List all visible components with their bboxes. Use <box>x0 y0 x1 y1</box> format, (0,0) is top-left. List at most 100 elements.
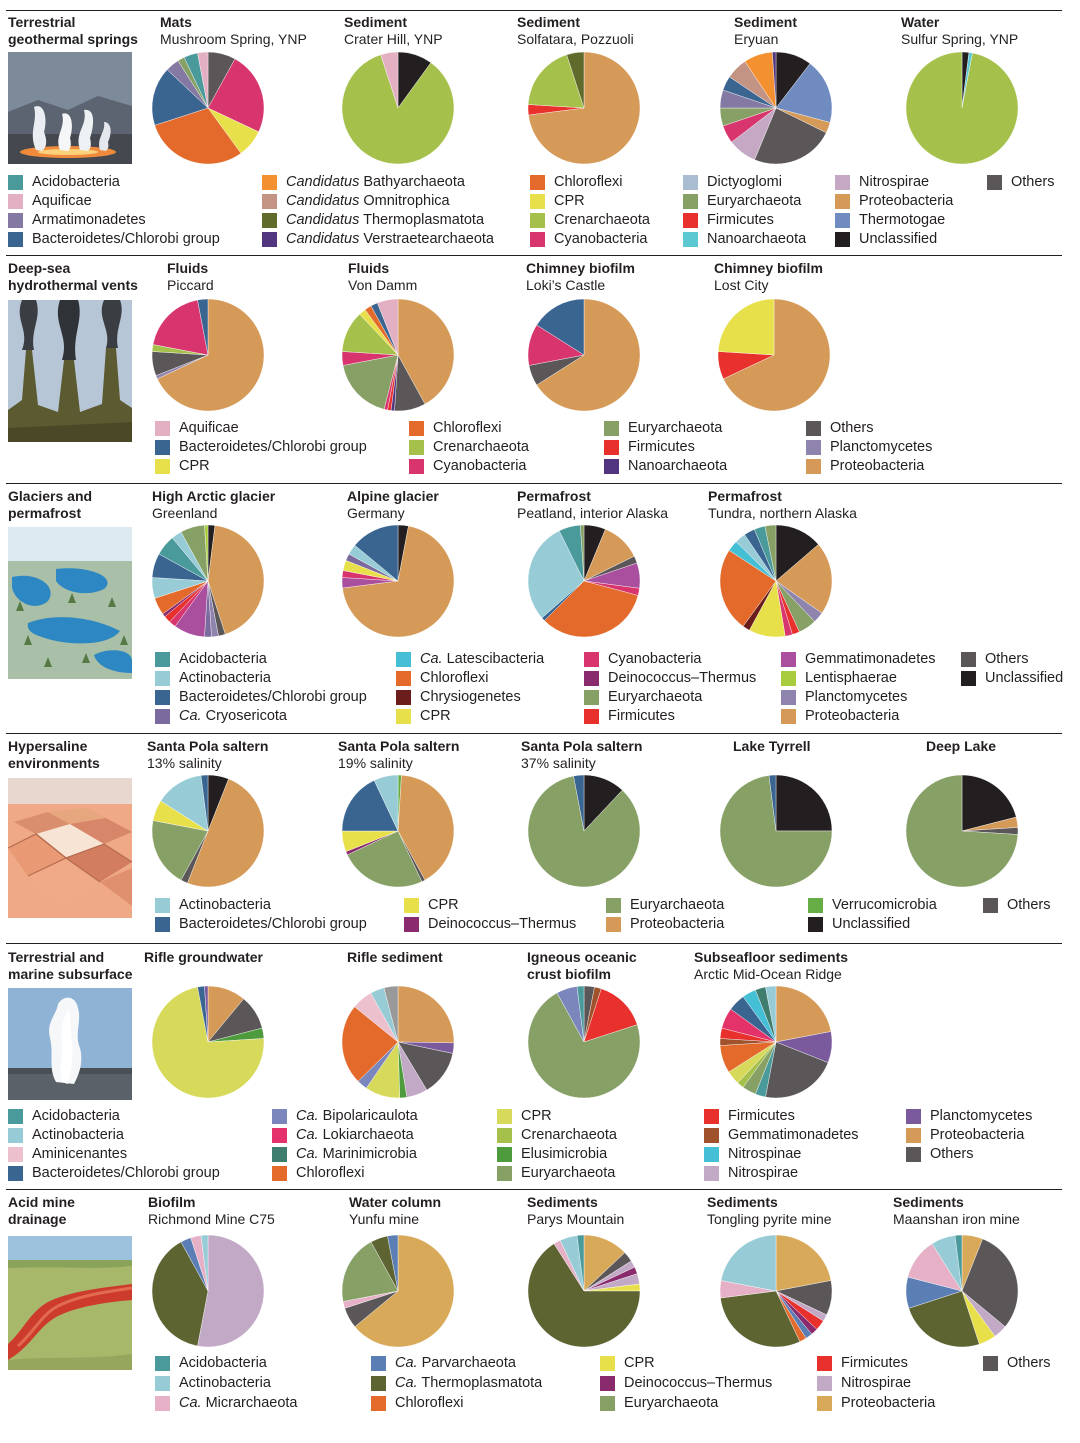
pie-23 <box>151 1234 265 1348</box>
legend-label: Euryarchaeota <box>707 193 802 209</box>
pie-slice <box>397 774 455 881</box>
legend-label: Crenarchaeota <box>554 212 650 228</box>
pie-slice <box>397 51 432 109</box>
pie-slice <box>180 524 209 582</box>
chart-subtitle: Crater Hill, YNP <box>344 31 443 47</box>
legend-swatch <box>806 420 821 436</box>
legend-swatch <box>906 1127 921 1143</box>
pie-slice <box>737 1041 777 1088</box>
legend-swatch <box>155 420 170 436</box>
pie-17 <box>719 774 833 888</box>
legend-item: Firmicutes <box>584 708 675 724</box>
legend-item: Others <box>806 420 874 436</box>
legend-item: Gemmatimonadetes <box>781 651 936 667</box>
legend-swatch <box>272 1127 287 1143</box>
chart-title: Chimney biofilm <box>526 260 635 276</box>
pie-slice <box>775 580 815 633</box>
legend-item: Acidobacteria <box>8 1108 120 1124</box>
legend-item: Planctomycetes <box>906 1108 1032 1124</box>
pie-chart-card: Water Sulfur Spring, YNP <box>901 14 1080 48</box>
legend-swatch <box>8 212 23 228</box>
pie-25 <box>527 1234 641 1348</box>
legend-item: Nanoarchaeota <box>683 231 806 247</box>
legend-item: Others <box>987 174 1055 190</box>
pie-14 <box>151 774 265 888</box>
pie-slice <box>961 1238 1019 1327</box>
chart-title: Alpine glacier <box>347 488 439 504</box>
legend-label: Others <box>985 651 1029 667</box>
legend-item: Others <box>906 1146 974 1162</box>
chart-subtitle: Parys Mountain <box>527 1211 625 1227</box>
legend-label: Proteobacteria <box>830 458 925 474</box>
legend-swatch <box>604 420 619 436</box>
legend-item: Euryarchaeota <box>604 420 722 436</box>
legend-swatch <box>817 1375 832 1391</box>
pie-chart-card: Permafrost Peatland, interior Alaska <box>517 488 707 522</box>
legend-label: Acidobacteria <box>179 651 267 667</box>
chart-title: Sediment <box>734 14 798 30</box>
legend-swatch <box>262 212 277 228</box>
legend-item: Ca. Parvarchaeota <box>371 1355 516 1371</box>
legend-label: CPR <box>624 1355 655 1371</box>
pie-chart-card: Sediment Eryuan <box>734 14 914 48</box>
pie-slice <box>527 992 641 1099</box>
pie-slice <box>583 580 640 596</box>
pie-slice <box>720 1290 801 1348</box>
pie-slice <box>200 1234 209 1292</box>
pie-slice <box>397 830 426 882</box>
chart-subtitle: Yunfu mine <box>349 1211 420 1227</box>
legend-swatch <box>606 916 621 932</box>
pie-slice <box>536 298 641 412</box>
pie-slice <box>576 1234 585 1292</box>
legend-item: Acidobacteria <box>155 1355 267 1371</box>
legend-item: Others <box>983 897 1051 913</box>
pie-slice <box>151 820 209 881</box>
section-title: Glaciers and permafrost <box>8 488 93 521</box>
legend-item: Nanoarchaeota <box>604 458 727 474</box>
pie-slice <box>151 344 209 356</box>
legend-label: CPR <box>428 897 459 913</box>
legend-item: CPR <box>396 708 451 724</box>
pie-chart-card: Chimney biofilm Lost City <box>714 260 894 294</box>
pie-slice <box>354 992 399 1043</box>
legend-label: Acidobacteria <box>32 1108 120 1124</box>
chart-title: Santa Pola saltern <box>521 738 643 754</box>
legend-label: Chloroflexi <box>395 1395 464 1411</box>
legend-item: Firmicutes <box>604 439 695 455</box>
pie-slice <box>157 298 265 412</box>
legend-swatch <box>155 897 170 913</box>
section-title: Acid mine drainage <box>8 1194 75 1227</box>
legend-item: Actinobacteria <box>8 1127 124 1143</box>
pie-slice <box>558 524 585 582</box>
legend-item: Actinobacteria <box>155 670 271 686</box>
pie-slice <box>754 525 777 582</box>
legend-label: Planctomycetes <box>805 689 908 705</box>
legend-swatch <box>497 1146 512 1162</box>
legend-swatch <box>704 1108 719 1124</box>
legend-swatch <box>683 193 698 209</box>
legend-item: Unclassified <box>835 231 937 247</box>
pie-slice <box>397 1041 428 1098</box>
legend-swatch <box>987 174 1002 190</box>
legend-item: Candidatus Bathyarchaeota <box>262 174 465 190</box>
legend-item: Chloroflexi <box>409 420 502 436</box>
legend-swatch <box>781 670 796 686</box>
legend-item: Chloroflexi <box>272 1165 365 1181</box>
pie-slice <box>742 1041 777 1095</box>
legend-swatch <box>604 439 619 455</box>
pie-slice <box>151 986 265 1099</box>
pie-slice <box>207 524 216 582</box>
pie-chart-card: Sediments Tongling pyrite mine <box>707 1194 897 1228</box>
chart-subtitle: Piccard <box>167 277 214 293</box>
legend-label: Unclassified <box>985 670 1064 686</box>
section-divider <box>6 10 1062 11</box>
legend-item: Nitrospirae <box>835 174 929 190</box>
legend-item: Lentisphaerae <box>781 670 897 686</box>
pie-slice <box>719 1041 777 1073</box>
pie-slice <box>345 830 399 856</box>
pie-slice <box>365 1041 400 1099</box>
chart-title: Rifle sediment <box>347 949 443 965</box>
legend-swatch <box>409 439 424 455</box>
chart-subtitle: Tongling pyrite mine <box>707 1211 832 1227</box>
legend-swatch <box>806 458 821 474</box>
